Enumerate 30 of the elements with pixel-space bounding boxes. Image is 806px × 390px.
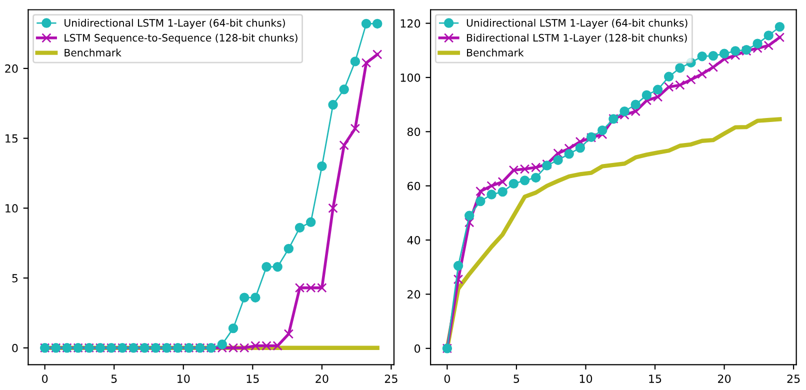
- x-tick-label: 10: [580, 374, 592, 383]
- x-tick-label: 25: [384, 374, 398, 383]
- legend-label: LSTM Sequence-to-Sequence (128-bit chunks): [64, 34, 298, 44]
- x-tick-label: 20: [316, 374, 328, 383]
- y-tick-label: 0: [414, 344, 420, 353]
- x-tick-label: 0: [42, 374, 48, 383]
- x-tick-label: 15: [246, 374, 259, 383]
- legend-label: Benchmark: [467, 48, 524, 56]
- y-tick-label: 5: [12, 274, 18, 282]
- x-tick-label: 15: [649, 374, 662, 383]
- legend-label: Bidirectional LSTM 1-Layer (128-bit chunks): [467, 34, 687, 44]
- x-tick-label: 0: [444, 374, 450, 383]
- x-tick-label: 5: [514, 374, 520, 383]
- y-tick-label: 20: [408, 290, 420, 299]
- y-tick-label: 15: [6, 134, 18, 143]
- legend-label: Unidirectional LSTM 1-Layer (64-bit chunks): [466, 18, 688, 29]
- x-tick-label: 10: [178, 374, 190, 383]
- x-tick-label: 5: [111, 374, 117, 383]
- y-tick-label: 120: [400, 19, 420, 28]
- legend-label: Unidirectional LSTM 1-Layer (64-bit chunks): [64, 18, 285, 29]
- y-tick-label: 20: [5, 64, 18, 73]
- y-tick-label: 0: [12, 344, 18, 352]
- y-tick-label: 80: [407, 128, 420, 136]
- y-tick-label: 40: [407, 236, 420, 244]
- legend-label: Benchmark: [64, 48, 122, 56]
- y-tick-label: 60: [407, 182, 420, 190]
- y-tick-label: 100: [400, 73, 420, 82]
- x-tick-label: 25: [787, 374, 800, 383]
- x-tick-label: 20: [718, 374, 731, 383]
- y-tick-label: 10: [6, 204, 18, 213]
